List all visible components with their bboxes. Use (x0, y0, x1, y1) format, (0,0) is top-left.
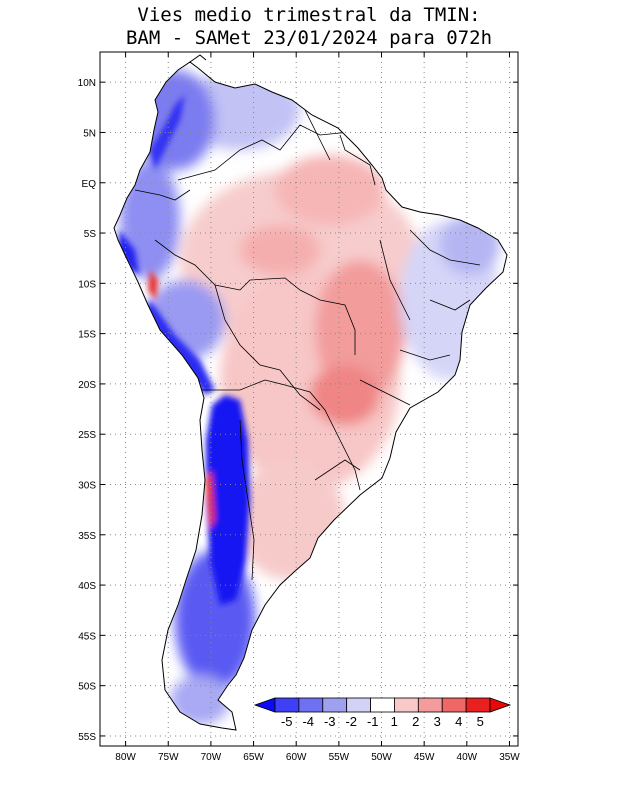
colorbar-swatch (370, 697, 395, 713)
lat-tick-label: 15S (78, 330, 96, 341)
lat-tick-label: 5N (83, 128, 96, 139)
colorbar-label: 3 (434, 714, 441, 729)
colorbar-label: -5 (281, 714, 293, 729)
colorbar-swatch (274, 697, 300, 713)
lat-tick-label: 40S (78, 581, 96, 592)
lon-tick-label: 55W (329, 752, 350, 763)
map-frame (99, 51, 519, 747)
lat-tick-label: 10N (78, 78, 96, 89)
colorbar-swatch (298, 697, 324, 713)
lon-tick-label: 45W (414, 752, 435, 763)
lon-tick-label: 75W (158, 752, 179, 763)
country-borders (134, 109, 481, 581)
coastline (113, 54, 508, 731)
lon-tick-label: 70W (201, 752, 222, 763)
lat-tick-label: 30S (78, 480, 96, 491)
axis-ticks: 10N 5N EQ 5S 10S 15S 20S 25S 30S 35S 40S 45S 50S 55S 8… (78, 52, 520, 763)
lat-tick-label: 35S (78, 531, 96, 542)
colorbar-label: 4 (455, 714, 462, 729)
colorbar: -5 -4 -3 -2 -1 1 2 3 4 5 (253, 697, 512, 729)
lon-tick-label: 65W (243, 752, 264, 763)
colorbar-swatch (465, 697, 491, 713)
lon-tick-label: 50W (371, 752, 392, 763)
lon-tick-label: 40W (457, 752, 478, 763)
lon-tick-label: 60W (286, 752, 307, 763)
colorbar-swatch (394, 697, 419, 713)
lat-tick-label: 5S (84, 229, 97, 240)
colorbar-swatch (322, 697, 348, 713)
lat-tick-label: 45S (78, 631, 96, 642)
colorbar-label: -1 (367, 714, 379, 729)
bias-field (114, 62, 507, 730)
map-title-line-2: BAM - SAMet 23/01/2024 para 072h (125, 27, 493, 49)
colorbar-label: -3 (324, 714, 336, 729)
colorbar-swatch (441, 697, 467, 713)
colorbar-swatch (417, 697, 443, 713)
colorbar-label: 1 (391, 714, 398, 729)
map-title-line-1: Vies medio trimestral da TMIN: (137, 4, 481, 26)
colorbar-label: 2 (412, 714, 419, 729)
lat-tick-label: 20S (78, 380, 96, 391)
colorbar-label: -4 (302, 714, 314, 729)
lon-tick-label: 35W (499, 752, 520, 763)
lon-tick-label: 80W (115, 752, 136, 763)
colorbar-max-arrow (489, 697, 512, 713)
lat-tick-label: 10S (78, 279, 96, 290)
lat-tick-label: 50S (78, 682, 96, 693)
colorbar-label: 5 (477, 714, 484, 729)
graticule (100, 52, 518, 746)
colorbar-label: -2 (345, 714, 357, 729)
colorbar-swatch (346, 697, 371, 713)
colorbar-min-arrow (253, 697, 276, 713)
lat-tick-label: 55S (78, 732, 96, 743)
lat-tick-label: EQ (82, 179, 97, 190)
lat-tick-label: 25S (78, 430, 96, 441)
